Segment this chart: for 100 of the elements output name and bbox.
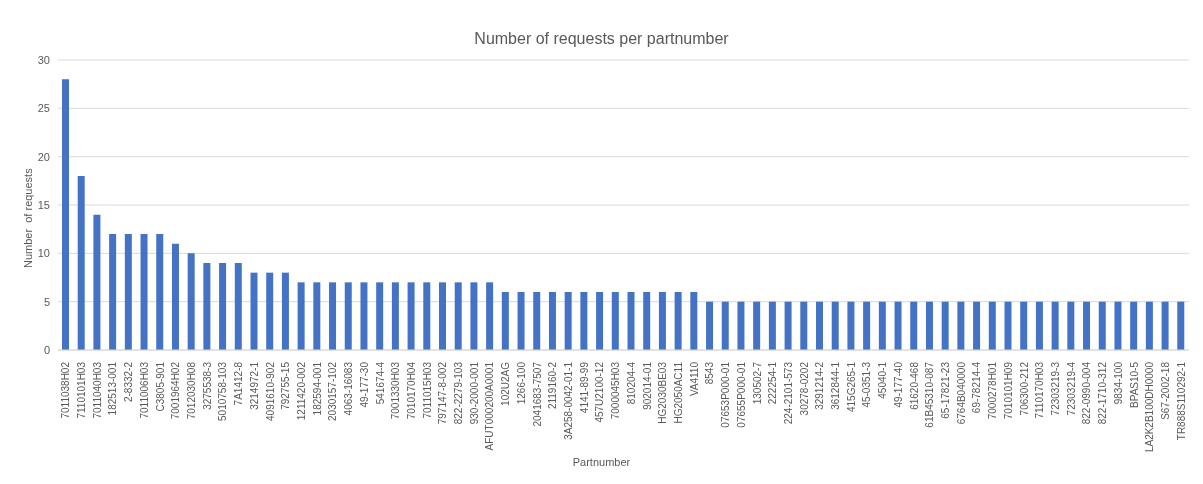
bar	[894, 301, 902, 350]
bar	[627, 292, 635, 350]
x-tick-label: 7011015H03	[421, 361, 433, 419]
bar	[533, 292, 541, 350]
x-tick-label: 7011038H02	[60, 361, 72, 419]
x-tick-label: 3275538-3	[201, 361, 213, 410]
x-tick-label: HG2030BE03	[657, 361, 669, 424]
x-tick-label: 822-1710-312	[1097, 361, 1109, 425]
x-tick-label: 7012030H08	[186, 361, 198, 420]
x-tick-label: 930-2000-001	[468, 361, 480, 425]
x-tick-label: 72303219-4	[1065, 361, 1077, 416]
bar	[140, 234, 148, 350]
x-tick-label: 07655P000-01	[735, 361, 747, 428]
bar	[925, 301, 933, 350]
bar	[1145, 301, 1153, 350]
x-tick-label: 2030157-102	[327, 361, 339, 421]
x-tick-label: TR888S110292-1	[1175, 361, 1187, 441]
bar	[768, 301, 776, 350]
x-tick-label: 3A258-0042-01-1	[563, 361, 575, 440]
chart-title: Number of requests per partnumber	[473, 30, 730, 48]
x-tick-label: 45040-1	[877, 361, 889, 399]
bar	[439, 282, 446, 350]
bar	[1130, 301, 1138, 350]
bar	[831, 301, 839, 350]
x-tick-label: 822-0990-004	[1081, 361, 1093, 425]
bar	[297, 282, 305, 350]
bar	[219, 263, 227, 350]
bar	[706, 301, 714, 350]
x-tick-label: 30278-0202	[798, 361, 810, 416]
x-tick-label: 797147-8-002	[437, 361, 449, 425]
bar	[878, 301, 886, 350]
bar	[1051, 301, 1059, 350]
y-tick-label: 15	[37, 198, 50, 211]
x-tick-label: 1266-100	[515, 361, 527, 405]
x-tick-label: 45-0351-3	[861, 361, 873, 408]
bar	[863, 301, 871, 350]
bar	[313, 282, 321, 350]
y-tick-label: 30	[37, 53, 50, 66]
x-tick-label: 6764B040000	[955, 361, 967, 425]
bar	[753, 301, 761, 350]
bar	[470, 282, 478, 350]
x-tick-label: 9834-100	[1112, 361, 1124, 405]
x-tick-label: 3214972-1	[248, 361, 260, 410]
x-tick-label: 5010758-103	[217, 361, 229, 421]
bar	[548, 292, 556, 350]
x-tick-label: 902014-01	[641, 361, 653, 410]
bar	[957, 301, 965, 350]
bar	[1020, 301, 1028, 350]
x-tick-label: 822-2279-103	[453, 361, 465, 425]
x-tick-label: 810204-4	[625, 361, 637, 405]
x-tick-label: LA2K2B100DH0000	[1144, 361, 1156, 453]
x-tick-label: 3291214-2	[814, 361, 826, 410]
x-tick-label: S67-2002-18	[1159, 361, 1171, 420]
bar	[611, 292, 619, 350]
x-tick-label: 07653P000-01	[720, 361, 732, 428]
x-tick-label: 4141-89-99	[578, 361, 590, 414]
x-tick-label: 3612844-1	[830, 361, 842, 410]
bar	[62, 79, 69, 350]
bar	[156, 234, 164, 350]
x-tick-label: HG2050AC11	[672, 361, 684, 424]
bar	[517, 292, 525, 350]
bar	[721, 301, 729, 350]
bar	[391, 282, 399, 350]
x-tick-label: C3805-901	[154, 361, 166, 412]
x-tick-label: 61B45310-087	[924, 361, 936, 428]
y-tick-label: 0	[43, 343, 50, 356]
bar	[454, 282, 462, 350]
bar	[643, 292, 651, 350]
y-tick-label: 20	[37, 150, 50, 163]
x-tick-label: 457U2100-12	[594, 361, 606, 423]
y-axis-title: Number of requests	[22, 168, 34, 268]
x-tick-label: 224-2101-573	[782, 361, 794, 425]
x-tick-label: 7000278H01	[987, 361, 999, 420]
bar	[124, 234, 132, 350]
y-tick-label: 10	[37, 247, 50, 260]
x-tick-label: 7011006H03	[138, 361, 150, 419]
x-tick-label: 102U2AG	[500, 361, 512, 406]
x-tick-label: 7010101H09	[1002, 361, 1014, 420]
bar	[1067, 301, 1075, 350]
x-tick-label: 706300-212	[1018, 361, 1030, 416]
x-tick-label: 222254-1	[767, 361, 779, 405]
bar	[1114, 301, 1122, 350]
bar	[973, 301, 981, 350]
x-tick-label: 2119160-2	[547, 361, 559, 410]
x-tick-label: 8543	[704, 361, 716, 385]
y-tick-label: 5	[43, 295, 50, 308]
bar	[1083, 301, 1091, 350]
bar	[816, 301, 823, 350]
bar	[266, 272, 274, 350]
x-tick-label: 4091610-902	[264, 361, 276, 421]
x-tick-label: 49-177-30	[358, 361, 370, 408]
bar	[250, 272, 258, 350]
bar	[407, 282, 415, 350]
bar	[847, 301, 855, 350]
bar	[203, 263, 211, 350]
x-tick-label: 2-8332-2	[123, 361, 135, 403]
bar	[187, 253, 195, 350]
x-tick-label: 792755-15	[280, 361, 292, 410]
bar	[93, 214, 101, 350]
x-tick-label: 2041683-7507	[531, 361, 543, 427]
